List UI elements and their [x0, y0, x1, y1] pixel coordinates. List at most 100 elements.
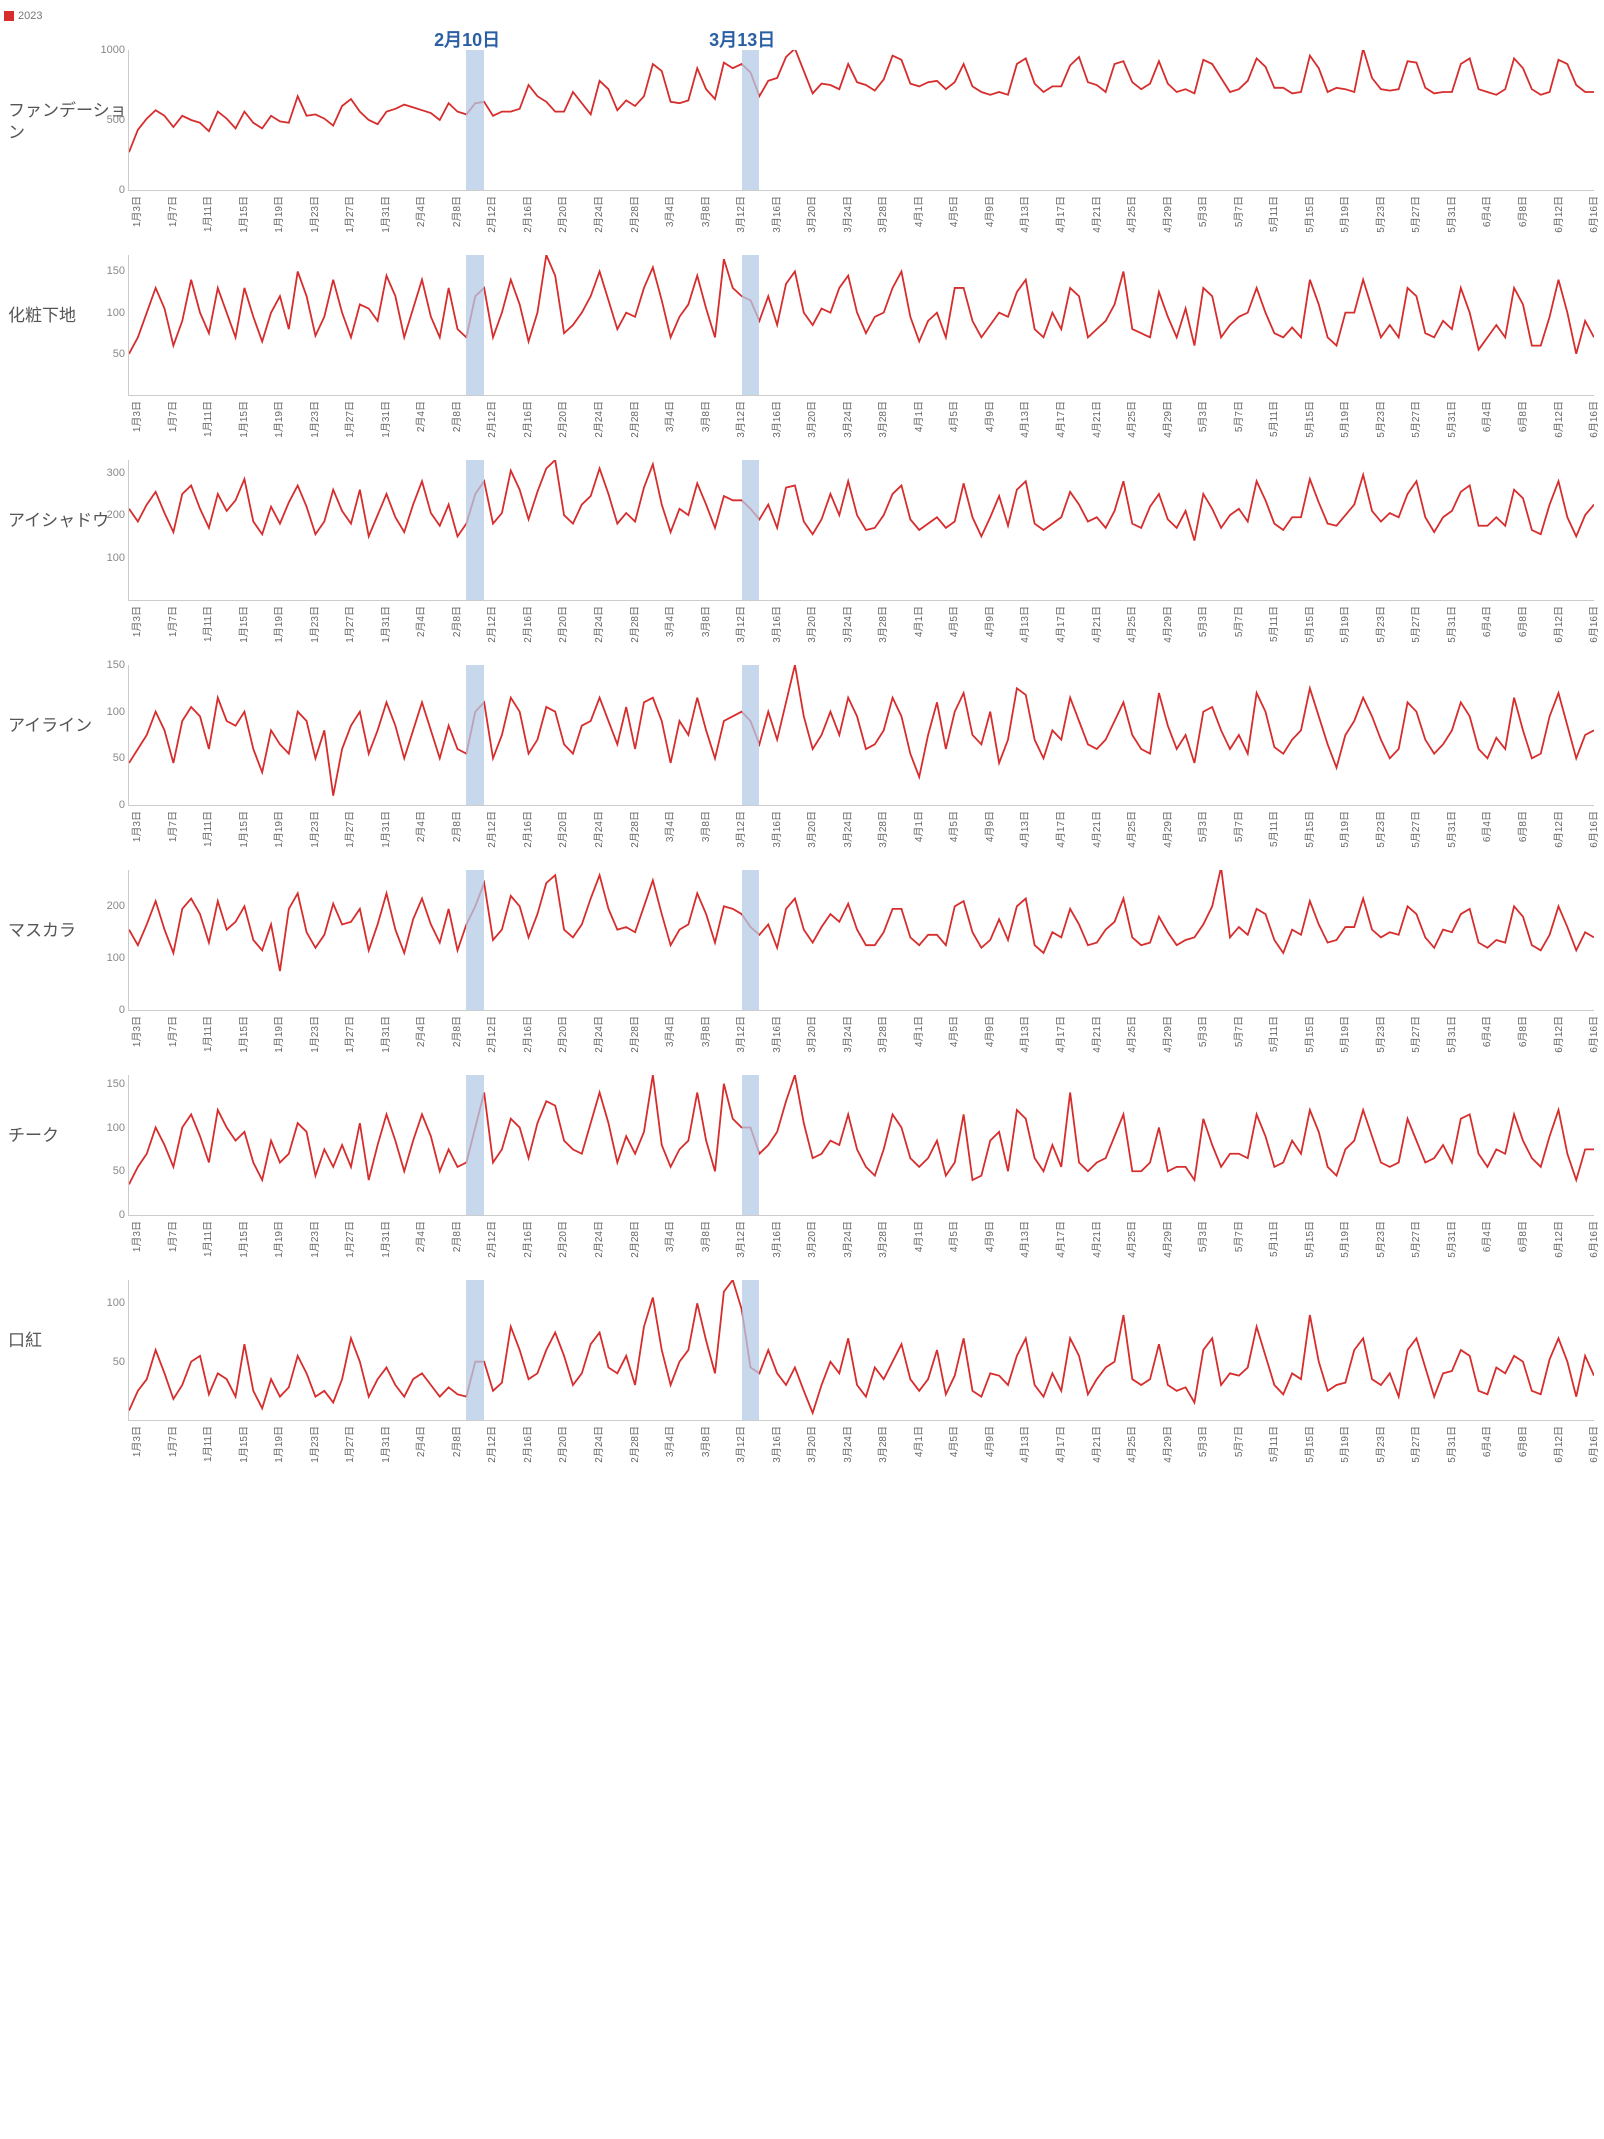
x-tick: 2月28日 [626, 604, 641, 643]
x-tick: 6月4日 [1478, 194, 1493, 227]
legend-label: 2023 [18, 10, 42, 22]
x-tick: 2月20日 [554, 1014, 569, 1053]
line-chart [129, 460, 1594, 600]
x-tick: 1月27日 [341, 1424, 356, 1463]
x-tick: 3月4日 [661, 1424, 676, 1457]
x-tick: 1月11日 [199, 399, 214, 437]
y-axis: 050100150 [94, 1075, 129, 1215]
x-tick: 1月15日 [235, 399, 250, 438]
chart-wrap: 0501001501月3日1月7日1月11日1月15日1月19日1月23日1月2… [128, 665, 1594, 864]
x-tick: 1月11日 [199, 1219, 214, 1257]
x-tick: 6月8日 [1514, 194, 1529, 227]
x-tick: 2月12日 [483, 399, 498, 438]
x-tick: 2月20日 [554, 1219, 569, 1258]
y-tick: 100 [107, 552, 125, 564]
x-tick: 2月24日 [590, 194, 605, 233]
x-tick: 4月21日 [1088, 194, 1103, 233]
legend-swatch-2023 [4, 11, 14, 21]
x-tick: 1月31日 [377, 399, 392, 438]
x-tick: 3月20日 [803, 1219, 818, 1258]
x-tick: 5月11日 [1265, 604, 1280, 642]
x-tick: 6月8日 [1514, 399, 1529, 432]
x-tick: 2月4日 [412, 1424, 427, 1457]
x-tick: 5月31日 [1443, 809, 1458, 848]
x-tick: 4月17日 [1052, 604, 1067, 643]
y-tick: 0 [119, 799, 125, 811]
x-tick: 5月11日 [1265, 1424, 1280, 1462]
x-tick: 2月28日 [626, 1219, 641, 1258]
x-tick: 5月19日 [1336, 194, 1351, 233]
y-tick: 100 [107, 307, 125, 319]
x-tick: 2月16日 [519, 604, 534, 643]
x-tick: 5月27日 [1407, 1014, 1422, 1053]
x-tick: 2月24日 [590, 1424, 605, 1463]
x-tick: 3月28日 [874, 809, 889, 848]
chart-panel: アイライン0501001501月3日1月7日1月11日1月15日1月19日1月2… [0, 665, 1594, 864]
x-tick: 4月25日 [1123, 194, 1138, 233]
x-tick: 6月8日 [1514, 1014, 1529, 1047]
x-tick: 2月4日 [412, 399, 427, 432]
x-tick: 1月7日 [164, 809, 179, 842]
y-tick: 500 [107, 114, 125, 126]
x-tick: 4月9日 [981, 399, 996, 432]
x-tick: 5月19日 [1336, 1219, 1351, 1258]
x-tick: 4月13日 [1016, 399, 1031, 438]
x-tick: 2月4日 [412, 194, 427, 227]
x-tick: 6月12日 [1550, 194, 1565, 233]
x-tick: 5月19日 [1336, 399, 1351, 438]
x-tick: 2月16日 [519, 809, 534, 848]
x-tick: 6月16日 [1585, 604, 1600, 643]
x-tick: 1月3日 [128, 399, 143, 432]
x-tick: 3月28日 [874, 604, 889, 643]
x-tick: 2月4日 [412, 1014, 427, 1047]
x-tick: 4月13日 [1016, 1424, 1031, 1463]
x-tick: 4月17日 [1052, 1014, 1067, 1053]
x-tick: 1月15日 [235, 809, 250, 848]
x-tick: 1月11日 [199, 1424, 214, 1462]
x-tick: 3月24日 [839, 1219, 854, 1258]
series-line [129, 1280, 1594, 1413]
y-tick: 0 [119, 1004, 125, 1016]
x-tick: 1月19日 [270, 1219, 285, 1258]
y-axis: 50100150 [94, 255, 129, 395]
x-tick: 3月4日 [661, 809, 676, 842]
x-tick: 3月8日 [697, 1014, 712, 1047]
x-tick: 1月11日 [199, 809, 214, 847]
x-tick: 6月8日 [1514, 604, 1529, 637]
x-tick: 6月8日 [1514, 1424, 1529, 1457]
x-tick: 4月21日 [1088, 604, 1103, 643]
x-tick: 2月20日 [554, 809, 569, 848]
x-tick: 4月29日 [1159, 1219, 1174, 1258]
x-tick: 5月23日 [1372, 194, 1387, 233]
x-tick: 4月5日 [945, 809, 960, 842]
x-tick: 6月4日 [1478, 809, 1493, 842]
x-tick: 1月19日 [270, 809, 285, 848]
x-tick: 4月1日 [910, 194, 925, 227]
x-tick: 6月8日 [1514, 809, 1529, 842]
x-tick: 4月13日 [1016, 194, 1031, 233]
x-tick: 4月21日 [1088, 1219, 1103, 1258]
x-tick: 4月5日 [945, 1014, 960, 1047]
x-tick: 4月21日 [1088, 399, 1103, 438]
x-tick: 5月7日 [1230, 1219, 1245, 1252]
x-tick: 5月31日 [1443, 194, 1458, 233]
x-tick: 4月25日 [1123, 1014, 1138, 1053]
y-tick: 200 [107, 509, 125, 521]
x-tick: 3月8日 [697, 1219, 712, 1252]
series-line [129, 255, 1594, 354]
x-tick: 5月15日 [1301, 1424, 1316, 1463]
x-tick: 3月4日 [661, 1219, 676, 1252]
line-chart [129, 1280, 1594, 1420]
x-tick: 1月31日 [377, 1014, 392, 1053]
x-tick: 3月8日 [697, 1424, 712, 1457]
x-tick: 2月8日 [448, 194, 463, 227]
x-tick: 3月4日 [661, 1014, 676, 1047]
x-tick: 4月25日 [1123, 809, 1138, 848]
x-tick: 4月17日 [1052, 1219, 1067, 1258]
chart-panel: マスカラ01002001月3日1月7日1月11日1月15日1月19日1月23日1… [0, 870, 1594, 1069]
x-tick: 3月28日 [874, 1014, 889, 1053]
chart-panel: アイシャドウ1002003001月3日1月7日1月11日1月15日1月19日1月… [0, 460, 1594, 659]
line-chart [129, 1075, 1594, 1215]
legend: 2023 [0, 10, 1594, 22]
x-tick: 4月17日 [1052, 399, 1067, 438]
